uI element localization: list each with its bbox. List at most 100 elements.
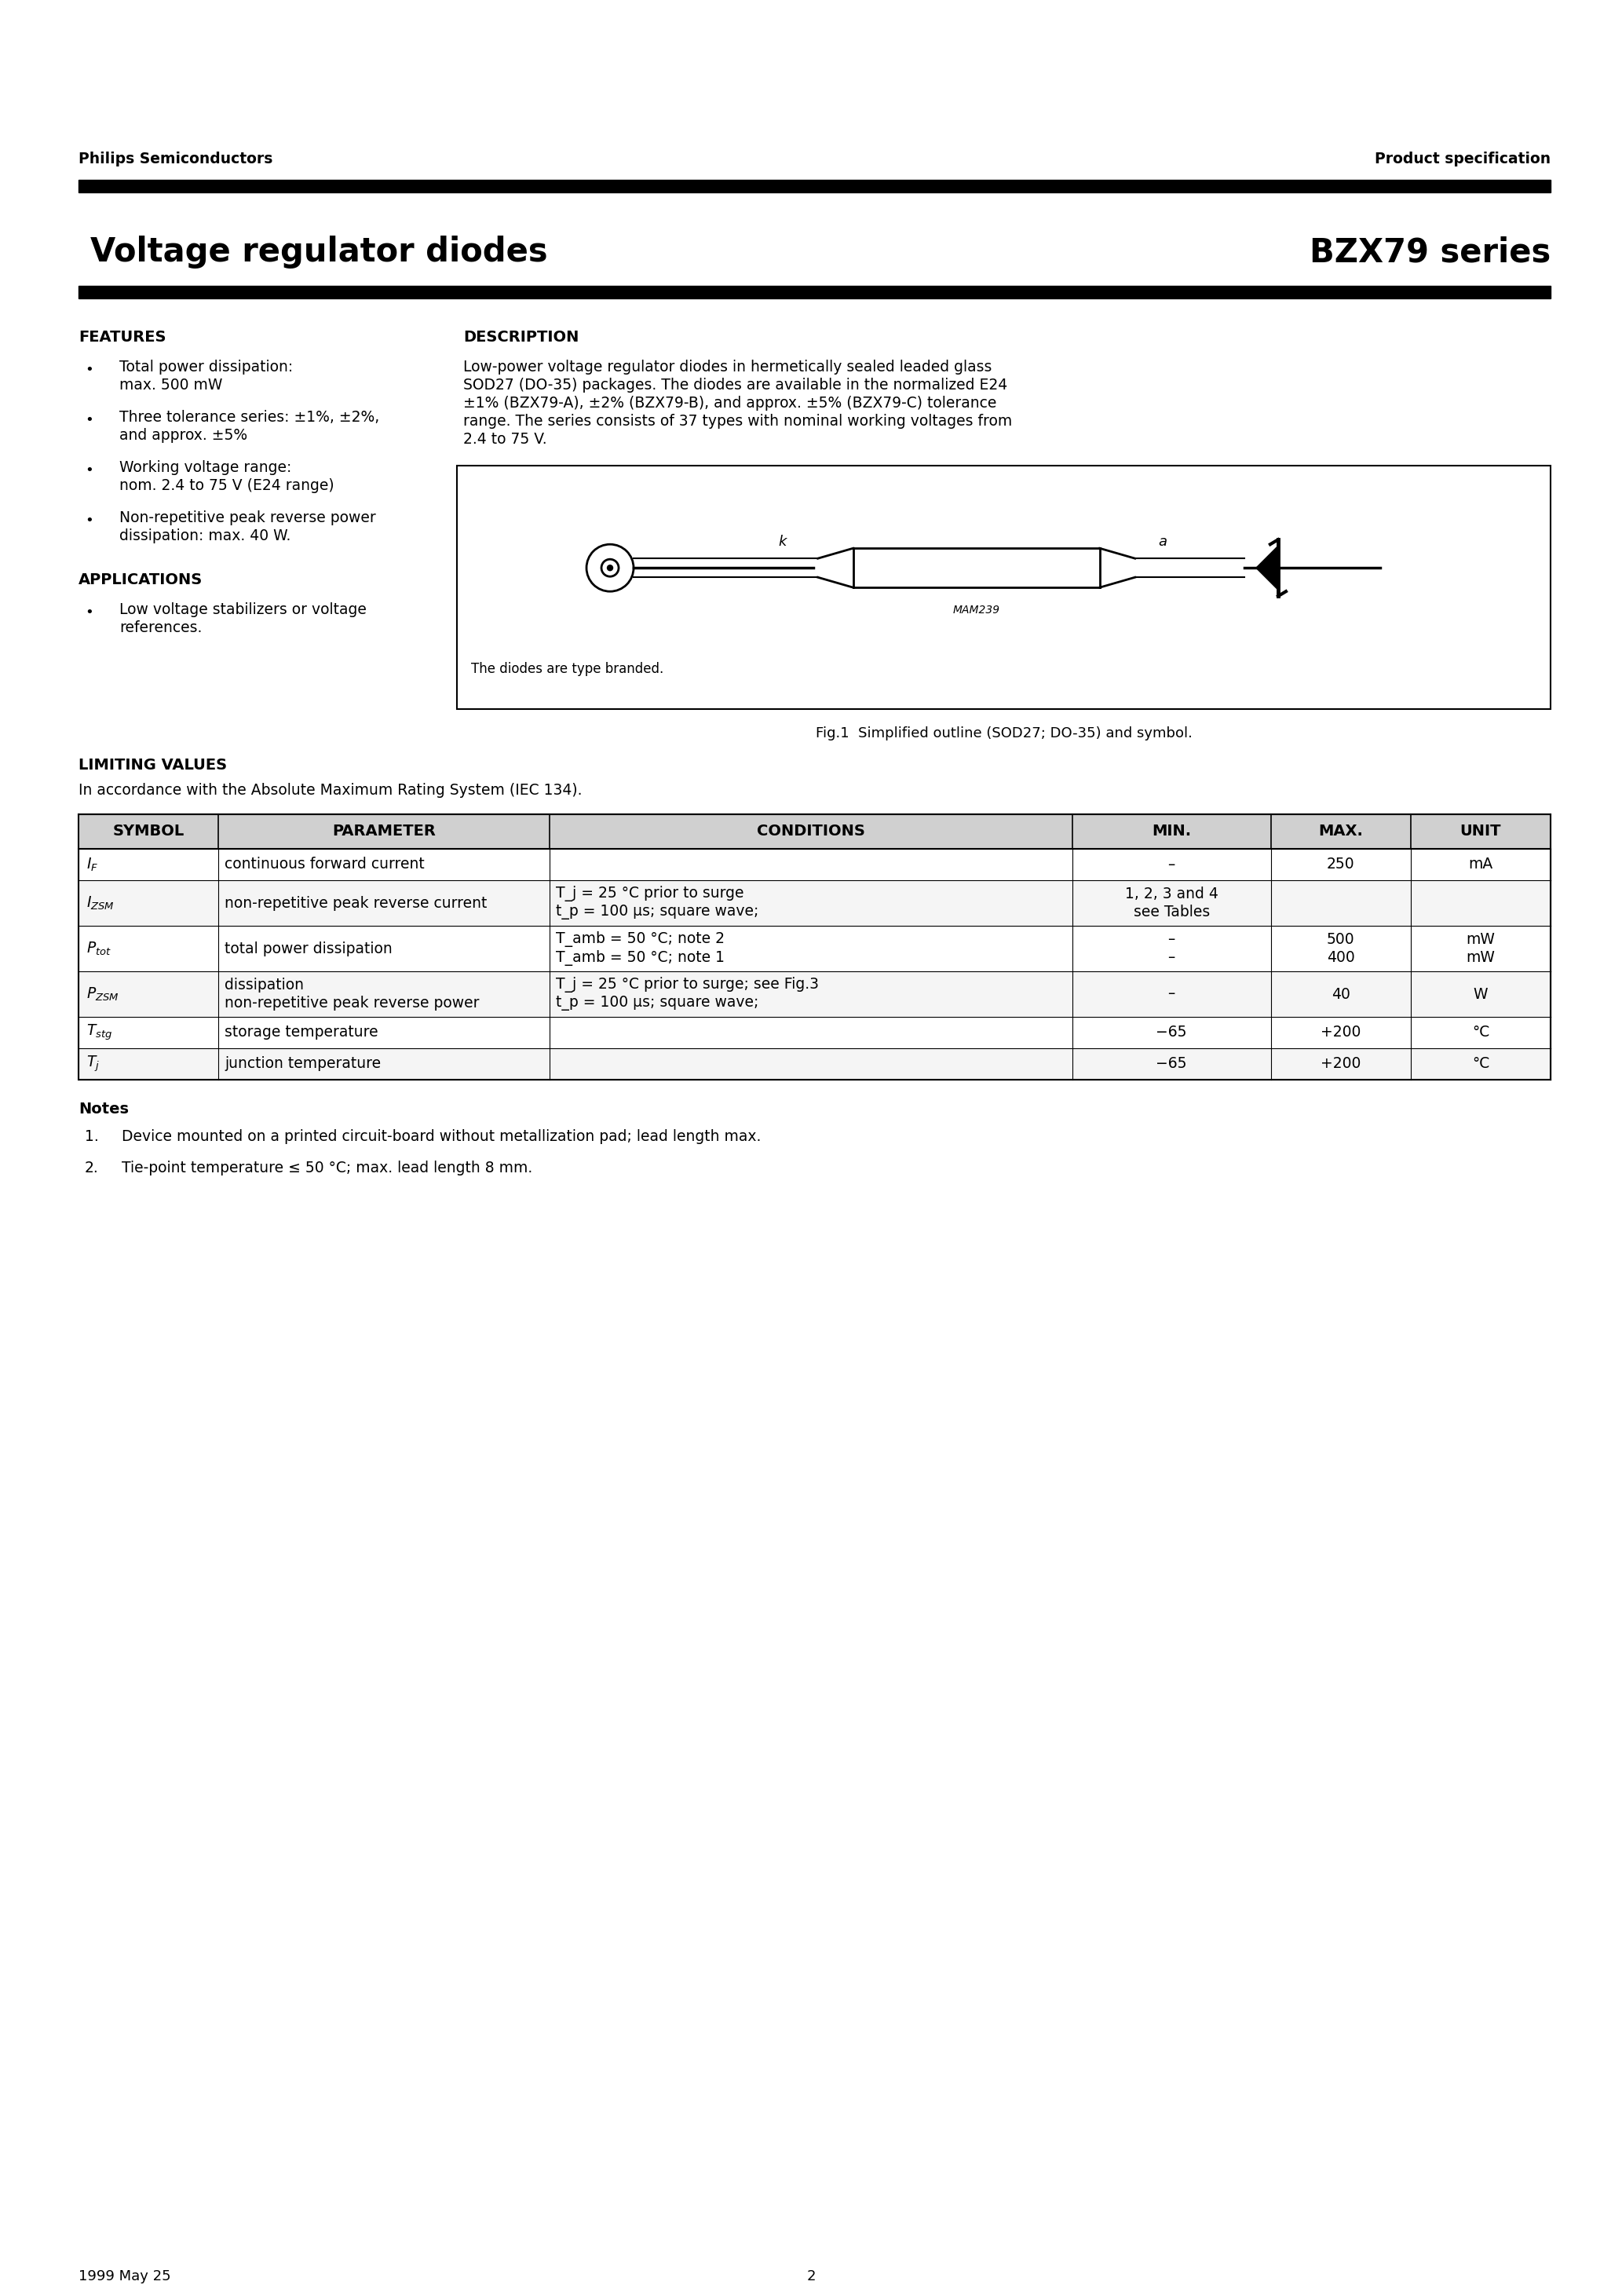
Text: 1999 May 25: 1999 May 25 xyxy=(78,2268,170,2285)
Text: –: – xyxy=(1168,856,1174,872)
Text: continuous forward current: continuous forward current xyxy=(224,856,425,872)
Text: +200: +200 xyxy=(1320,1024,1361,1040)
Text: see Tables: see Tables xyxy=(1134,905,1210,918)
Text: Voltage regulator diodes: Voltage regulator diodes xyxy=(91,236,548,269)
Text: T_amb = 50 °C; note 2: T_amb = 50 °C; note 2 xyxy=(556,932,725,948)
Text: In accordance with the Absolute Maximum Rating System (IEC 134).: In accordance with the Absolute Maximum … xyxy=(78,783,582,797)
Text: $I_{ZSM}$: $I_{ZSM}$ xyxy=(86,895,115,912)
Text: mA: mA xyxy=(1468,856,1492,872)
Circle shape xyxy=(587,544,634,592)
Text: °C: °C xyxy=(1471,1024,1489,1040)
Text: Notes: Notes xyxy=(78,1102,128,1116)
Text: range. The series consists of 37 types with nominal working voltages from: range. The series consists of 37 types w… xyxy=(464,413,1012,429)
Text: and approx. ±5%: and approx. ±5% xyxy=(120,427,248,443)
Text: 2.4 to 75 V.: 2.4 to 75 V. xyxy=(464,432,547,448)
Text: dissipation: max. 40 W.: dissipation: max. 40 W. xyxy=(120,528,290,544)
Text: Tie-point temperature ≤ 50 °C; max. lead length 8 mm.: Tie-point temperature ≤ 50 °C; max. lead… xyxy=(122,1159,532,1176)
Circle shape xyxy=(602,560,618,576)
Text: PARAMETER: PARAMETER xyxy=(333,824,436,838)
Text: T_j = 25 °C prior to surge: T_j = 25 °C prior to surge xyxy=(556,886,744,902)
Bar xyxy=(78,1017,1551,1049)
Text: Fig.1  Simplified outline (SOD27; DO-35) and symbol.: Fig.1 Simplified outline (SOD27; DO-35) … xyxy=(816,726,1192,742)
Text: T_amb = 50 °C; note 1: T_amb = 50 °C; note 1 xyxy=(556,951,725,964)
Text: 400: 400 xyxy=(1327,951,1354,964)
Text: –: – xyxy=(1168,932,1174,946)
Text: SYMBOL: SYMBOL xyxy=(112,824,185,838)
Bar xyxy=(78,179,1551,193)
Text: The diodes are type branded.: The diodes are type branded. xyxy=(470,661,663,675)
Text: MAM239: MAM239 xyxy=(952,604,1001,615)
Text: non-repetitive peak reverse current: non-repetitive peak reverse current xyxy=(224,895,487,912)
Text: Three tolerance series: ±1%, ±2%,: Three tolerance series: ±1%, ±2%, xyxy=(120,411,380,425)
Text: references.: references. xyxy=(120,620,203,636)
Text: Device mounted on a printed circuit-board without metallization pad; lead length: Device mounted on a printed circuit-boar… xyxy=(122,1130,761,1143)
Circle shape xyxy=(607,565,613,572)
Bar xyxy=(78,815,1551,850)
Text: –: – xyxy=(1168,987,1174,1001)
Text: 1.: 1. xyxy=(84,1130,99,1143)
Bar xyxy=(78,879,1551,925)
Text: $T_{stg}$: $T_{stg}$ xyxy=(86,1024,112,1042)
Text: T_j = 25 °C prior to surge; see Fig.3: T_j = 25 °C prior to surge; see Fig.3 xyxy=(556,978,819,992)
Text: −65: −65 xyxy=(1156,1024,1187,1040)
Text: MIN.: MIN. xyxy=(1152,824,1191,838)
Text: non-repetitive peak reverse power: non-repetitive peak reverse power xyxy=(224,996,480,1010)
Text: °C: °C xyxy=(1471,1056,1489,1072)
Text: t_p = 100 μs; square wave;: t_p = 100 μs; square wave; xyxy=(556,996,759,1010)
Text: •: • xyxy=(84,363,92,377)
Bar xyxy=(457,466,1551,709)
Text: APPLICATIONS: APPLICATIONS xyxy=(78,572,203,588)
Text: –: – xyxy=(1168,951,1174,964)
Text: nom. 2.4 to 75 V (E24 range): nom. 2.4 to 75 V (E24 range) xyxy=(120,478,334,494)
Text: BZX79 series: BZX79 series xyxy=(1309,236,1551,269)
Text: •: • xyxy=(84,464,92,478)
Text: mW: mW xyxy=(1466,951,1495,964)
Text: MAX.: MAX. xyxy=(1319,824,1362,838)
Text: Product specification: Product specification xyxy=(1374,152,1551,168)
Text: •: • xyxy=(84,413,92,427)
Text: SOD27 (DO-35) packages. The diodes are available in the normalized E24: SOD27 (DO-35) packages. The diodes are a… xyxy=(464,379,1007,393)
Bar xyxy=(78,1049,1551,1079)
Bar xyxy=(78,285,1551,298)
Text: LIMITING VALUES: LIMITING VALUES xyxy=(78,758,227,774)
Text: Working voltage range:: Working voltage range: xyxy=(120,459,292,475)
Text: dissipation: dissipation xyxy=(224,978,303,992)
Text: Philips Semiconductors: Philips Semiconductors xyxy=(78,152,272,168)
Bar xyxy=(78,815,1551,1079)
Polygon shape xyxy=(1255,546,1278,590)
Text: 250: 250 xyxy=(1327,856,1354,872)
Bar xyxy=(78,925,1551,971)
Text: $I_{F}$: $I_{F}$ xyxy=(86,856,99,872)
Text: k: k xyxy=(779,535,787,549)
Text: 2.: 2. xyxy=(84,1159,99,1176)
Text: •: • xyxy=(84,514,92,528)
Text: a: a xyxy=(1158,535,1168,549)
Bar xyxy=(78,971,1551,1017)
Bar xyxy=(78,850,1551,879)
Text: t_p = 100 μs; square wave;: t_p = 100 μs; square wave; xyxy=(556,905,759,918)
Text: +200: +200 xyxy=(1320,1056,1361,1072)
Text: 2: 2 xyxy=(806,2268,816,2285)
Text: $P_{ZSM}$: $P_{ZSM}$ xyxy=(86,985,118,1003)
Text: DESCRIPTION: DESCRIPTION xyxy=(464,331,579,344)
Text: Total power dissipation:: Total power dissipation: xyxy=(120,360,294,374)
Text: Non-repetitive peak reverse power: Non-repetitive peak reverse power xyxy=(120,510,376,526)
Text: total power dissipation: total power dissipation xyxy=(224,941,393,955)
Text: •: • xyxy=(84,606,92,620)
Text: Low voltage stabilizers or voltage: Low voltage stabilizers or voltage xyxy=(120,602,367,618)
Text: Low-power voltage regulator diodes in hermetically sealed leaded glass: Low-power voltage regulator diodes in he… xyxy=(464,360,993,374)
Text: max. 500 mW: max. 500 mW xyxy=(120,379,222,393)
Text: mW: mW xyxy=(1466,932,1495,946)
Text: 500: 500 xyxy=(1327,932,1354,946)
Text: $T_{j}$: $T_{j}$ xyxy=(86,1054,101,1075)
Text: 1, 2, 3 and 4: 1, 2, 3 and 4 xyxy=(1124,886,1218,902)
Text: W: W xyxy=(1473,987,1487,1001)
Text: −65: −65 xyxy=(1156,1056,1187,1072)
Text: UNIT: UNIT xyxy=(1460,824,1502,838)
Text: CONDITIONS: CONDITIONS xyxy=(757,824,865,838)
Text: ±1% (BZX79-A), ±2% (BZX79-B), and approx. ±5% (BZX79-C) tolerance: ±1% (BZX79-A), ±2% (BZX79-B), and approx… xyxy=(464,395,996,411)
Text: 40: 40 xyxy=(1332,987,1350,1001)
Text: FEATURES: FEATURES xyxy=(78,331,165,344)
Text: junction temperature: junction temperature xyxy=(224,1056,381,1072)
Text: $P_{tot}$: $P_{tot}$ xyxy=(86,939,112,957)
